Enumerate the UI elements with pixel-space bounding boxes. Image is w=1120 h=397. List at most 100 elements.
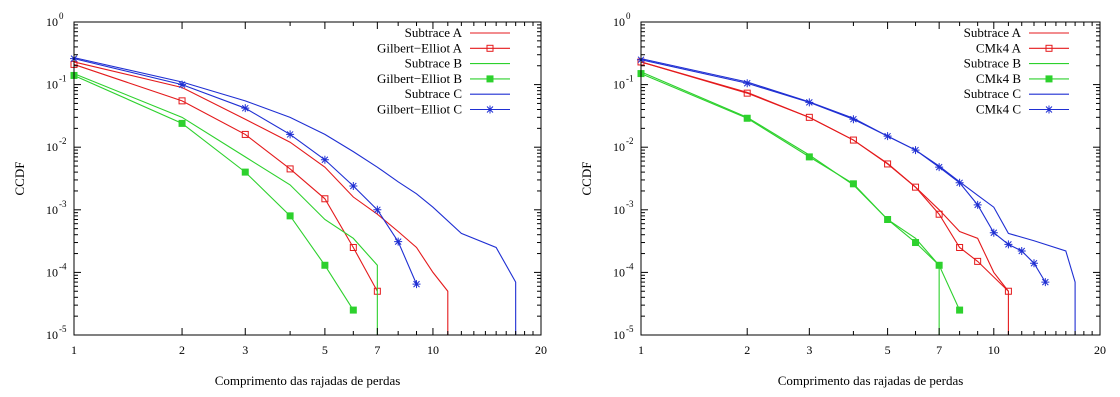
data-point — [349, 181, 358, 190]
data-point — [956, 306, 964, 314]
data-point — [884, 215, 892, 223]
data-point — [286, 212, 294, 220]
y-tick-label: 10 — [613, 78, 625, 92]
data-point — [349, 306, 357, 314]
data-point — [178, 119, 186, 127]
data-point — [849, 180, 857, 188]
data-point — [743, 89, 751, 97]
plot-frame — [640, 21, 1101, 336]
data-point — [321, 195, 329, 203]
x-tick-label: 3 — [806, 343, 812, 357]
y-tick-exponent: -3 — [626, 199, 634, 209]
ticks-layer — [73, 21, 542, 336]
legend-label: CMk4 C — [976, 102, 1021, 117]
y-tick-exponent: -2 — [626, 136, 634, 146]
data-point — [241, 104, 250, 113]
y-tick-label: 10 — [46, 140, 58, 154]
data-point — [849, 136, 857, 144]
series-line-2 — [640, 71, 940, 335]
data-point — [1004, 240, 1013, 249]
data-point — [935, 210, 943, 218]
x-tick-label: 1 — [638, 343, 644, 357]
y-tick-label: 10 — [613, 265, 625, 279]
data-point — [849, 115, 858, 124]
data-point — [805, 98, 814, 107]
ticks-layer — [640, 21, 1101, 336]
data-point — [1030, 259, 1038, 268]
y-tick-exponent: 0 — [626, 11, 631, 21]
series-line-5 — [640, 59, 1046, 283]
legend-label: Subtrace A — [405, 25, 463, 40]
data-point — [286, 165, 294, 173]
series-line-1 — [640, 61, 1009, 292]
legend-label: Subtrace A — [964, 25, 1022, 40]
y-tick-exponent: -5 — [59, 324, 67, 334]
y-tick-label: 10 — [46, 265, 58, 279]
y-tick-label: 10 — [46, 15, 58, 29]
data-point — [956, 243, 964, 251]
data-point — [178, 80, 187, 89]
y-tick-label: 10 — [46, 203, 58, 217]
series-line-3 — [73, 74, 354, 311]
legend-marker — [486, 44, 494, 52]
legend-label: Gilbert−Elliot C — [377, 102, 462, 117]
data-point — [883, 132, 892, 141]
legend-marker — [1045, 44, 1053, 52]
series-line-2 — [73, 73, 378, 335]
data-point — [911, 146, 920, 155]
y-tick-label: 10 — [613, 328, 625, 342]
series-line-0 — [73, 61, 449, 335]
y-axis-label: CCDF — [579, 162, 594, 196]
data-point — [935, 261, 943, 269]
data-point — [349, 243, 357, 251]
x-tick-label: 10 — [427, 343, 439, 357]
data-point — [912, 239, 920, 247]
x-tick-label: 5 — [885, 343, 891, 357]
data-point — [1004, 287, 1012, 295]
y-tick-label: 10 — [46, 78, 58, 92]
data-point — [884, 160, 892, 168]
data-point — [1041, 278, 1050, 287]
y-tick-exponent: 0 — [59, 11, 64, 21]
data-point — [989, 228, 998, 237]
data-point — [973, 200, 982, 209]
y-tick-exponent: -5 — [626, 324, 634, 334]
y-tick-exponent: -4 — [626, 261, 634, 271]
x-tick-label: 20 — [535, 343, 547, 357]
y-tick-label: 10 — [46, 328, 58, 342]
data-point — [1017, 246, 1026, 255]
data-point — [178, 97, 186, 105]
y-tick-label: 10 — [613, 15, 625, 29]
data-point — [805, 113, 813, 121]
legend-label: Subtrace C — [405, 86, 462, 101]
x-axis-label: Comprimento das rajadas de perdas — [215, 373, 401, 388]
y-axis-label: CCDF — [12, 162, 27, 196]
data-point — [394, 237, 403, 246]
plot-frame — [73, 21, 542, 336]
data-point — [373, 205, 382, 214]
x-tick-label: 20 — [1094, 343, 1106, 357]
data-point — [743, 79, 752, 88]
legend-marker — [1045, 105, 1053, 114]
series-line-4 — [73, 57, 517, 335]
x-tick-label: 2 — [179, 343, 185, 357]
y-tick-label: 10 — [613, 203, 625, 217]
series-line-1 — [73, 63, 378, 292]
data-point — [974, 257, 982, 265]
data-point — [320, 155, 329, 164]
data-point — [743, 114, 751, 122]
x-axis-label: Comprimento das rajadas de perdas — [778, 373, 964, 388]
data-point — [912, 183, 920, 191]
data-point — [805, 153, 813, 161]
series-layer — [637, 55, 1076, 335]
y-tick-exponent: -3 — [59, 199, 67, 209]
x-tick-label: 10 — [988, 343, 1000, 357]
series-line-3 — [640, 73, 961, 311]
